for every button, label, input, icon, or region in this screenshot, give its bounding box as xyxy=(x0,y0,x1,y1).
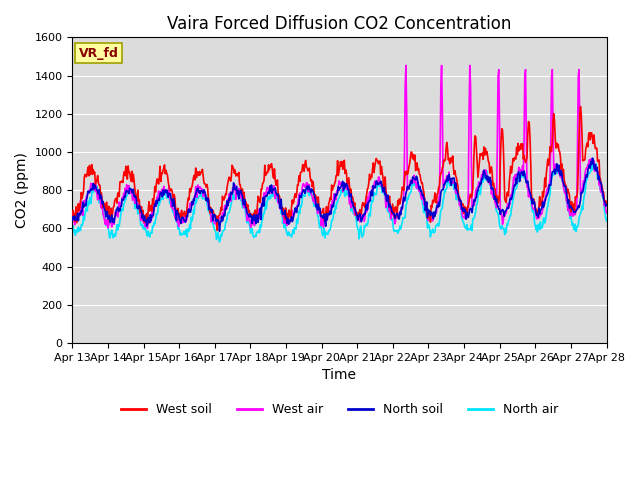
Title: Vaira Forced Diffusion CO2 Concentration: Vaira Forced Diffusion CO2 Concentration xyxy=(167,15,511,33)
Y-axis label: CO2 (ppm): CO2 (ppm) xyxy=(15,152,29,228)
Text: VR_fd: VR_fd xyxy=(79,47,118,60)
Legend: West soil, West air, North soil, North air: West soil, West air, North soil, North a… xyxy=(116,398,563,421)
X-axis label: Time: Time xyxy=(323,368,356,382)
